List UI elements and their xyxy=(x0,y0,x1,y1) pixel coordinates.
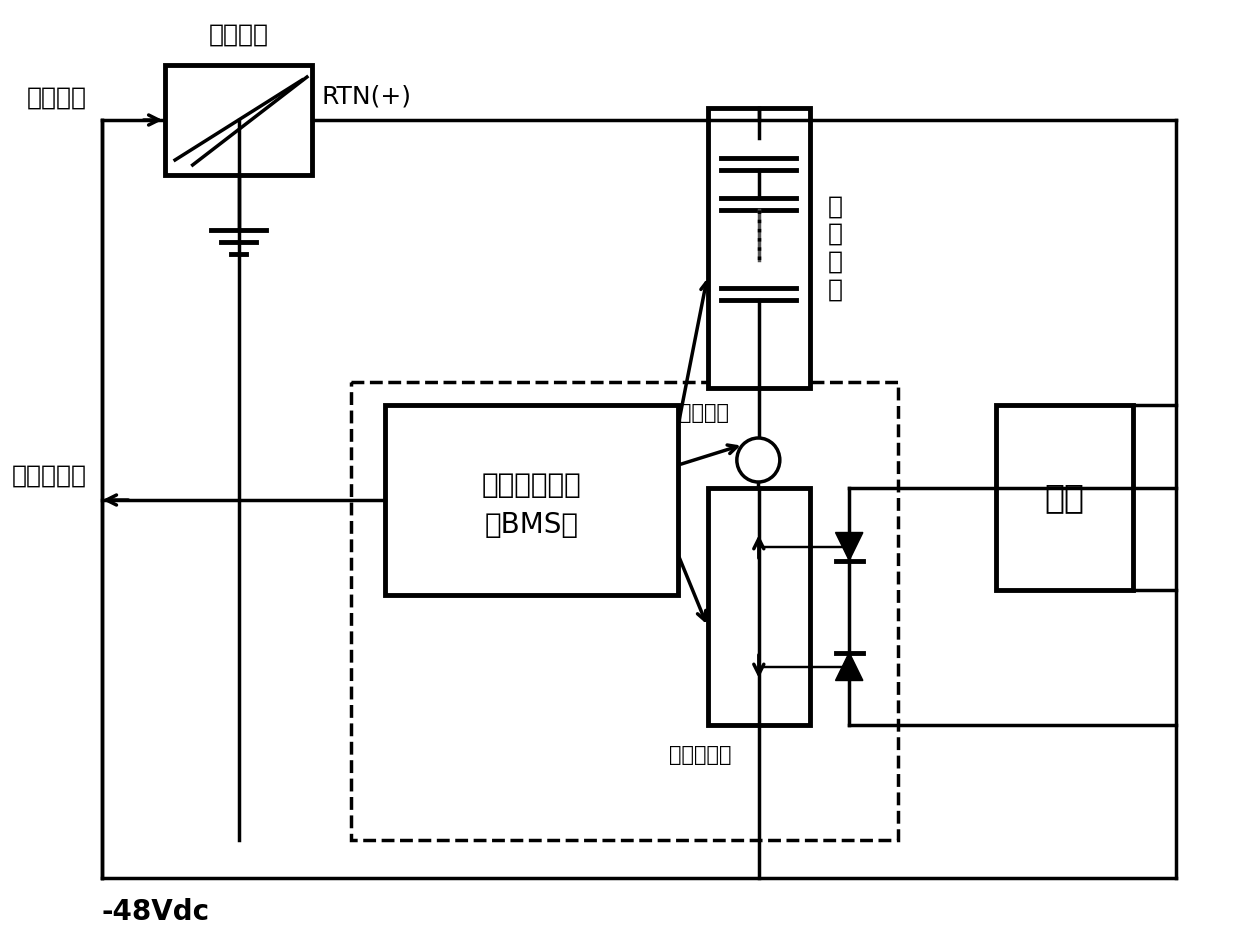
Bar xyxy=(708,108,810,388)
Text: 负载: 负载 xyxy=(1044,481,1084,514)
Bar xyxy=(708,488,810,725)
Text: RTN(+): RTN(+) xyxy=(321,84,412,108)
Text: 充放电控制: 充放电控制 xyxy=(668,745,732,765)
Bar xyxy=(165,65,311,175)
Polygon shape xyxy=(836,533,863,560)
Text: （BMS）: （BMS） xyxy=(485,511,579,539)
Text: 锤
电
池
组: 锤 电 池 组 xyxy=(827,194,843,302)
Polygon shape xyxy=(836,653,863,681)
Text: 告警、通信: 告警、通信 xyxy=(12,464,87,488)
Bar xyxy=(386,405,678,595)
Text: 整流模块: 整流模块 xyxy=(208,23,269,47)
Bar xyxy=(351,382,898,840)
Text: -48Vdc: -48Vdc xyxy=(102,898,210,926)
Bar xyxy=(996,405,1132,590)
Text: 市电充电: 市电充电 xyxy=(27,86,87,110)
Circle shape xyxy=(737,438,780,482)
Text: 电流检测: 电流检测 xyxy=(680,403,729,423)
Text: 电池管理系统: 电池管理系统 xyxy=(482,471,582,499)
